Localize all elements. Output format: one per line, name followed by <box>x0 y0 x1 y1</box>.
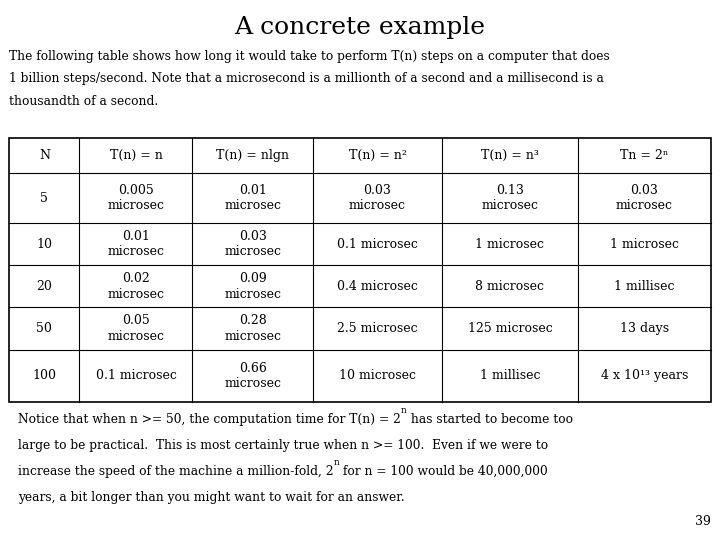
Text: for n = 100 would be 40,000,000: for n = 100 would be 40,000,000 <box>339 465 548 478</box>
Text: 1 millisec: 1 millisec <box>480 369 540 382</box>
Text: T(n) = n³: T(n) = n³ <box>481 149 539 162</box>
Text: 0.66
microsec: 0.66 microsec <box>225 362 282 390</box>
Text: 0.02
microsec: 0.02 microsec <box>107 272 164 301</box>
Text: A concrete example: A concrete example <box>235 16 485 39</box>
Text: 125 microsec: 125 microsec <box>467 322 552 335</box>
Text: 100: 100 <box>32 369 56 382</box>
Text: 1 billion steps/second. Note that a microsecond is a millionth of a second and a: 1 billion steps/second. Note that a micr… <box>9 72 604 85</box>
Text: 0.28
microsec: 0.28 microsec <box>225 314 282 343</box>
Text: 13 days: 13 days <box>620 322 669 335</box>
Text: 0.01
microsec: 0.01 microsec <box>107 230 164 259</box>
Text: 10 microsec: 10 microsec <box>339 369 416 382</box>
Text: 0.03
microsec: 0.03 microsec <box>616 184 673 212</box>
Text: 1 millisec: 1 millisec <box>614 280 675 293</box>
Text: 0.05
microsec: 0.05 microsec <box>107 314 164 343</box>
Text: 0.01
microsec: 0.01 microsec <box>225 184 282 212</box>
Text: n: n <box>333 458 339 467</box>
Text: N: N <box>39 149 50 162</box>
Text: 1 microsec: 1 microsec <box>610 238 679 251</box>
Text: T(n) = nlgn: T(n) = nlgn <box>216 149 289 162</box>
Text: 0.1 microsec: 0.1 microsec <box>337 238 418 251</box>
Text: has started to become too: has started to become too <box>407 413 572 426</box>
Text: 0.13
microsec: 0.13 microsec <box>482 184 539 212</box>
Text: large to be practical.  This is most certainly true when n >= 100.  Even if we w: large to be practical. This is most cert… <box>18 439 548 452</box>
Text: 1 microsec: 1 microsec <box>475 238 544 251</box>
Text: thousandth of a second.: thousandth of a second. <box>9 95 158 108</box>
Text: 4 x 10¹³ years: 4 x 10¹³ years <box>600 369 688 382</box>
Text: 39: 39 <box>695 515 711 528</box>
Text: 8 microsec: 8 microsec <box>475 280 544 293</box>
Text: The following table shows how long it would take to perform T(n) steps on a comp: The following table shows how long it wo… <box>9 50 610 63</box>
Text: 0.4 microsec: 0.4 microsec <box>337 280 418 293</box>
Text: 10: 10 <box>37 238 53 251</box>
Text: increase the speed of the machine a million-fold, 2: increase the speed of the machine a mill… <box>18 465 333 478</box>
Text: 20: 20 <box>37 280 53 293</box>
Text: years, a bit longer than you might want to wait for an answer.: years, a bit longer than you might want … <box>18 491 405 504</box>
Text: 2.5 microsec: 2.5 microsec <box>337 322 418 335</box>
Text: 0.005
microsec: 0.005 microsec <box>107 184 164 212</box>
Text: 5: 5 <box>40 192 48 205</box>
Text: 50: 50 <box>37 322 53 335</box>
Text: Tn = 2ⁿ: Tn = 2ⁿ <box>620 149 669 162</box>
Text: 0.03
microsec: 0.03 microsec <box>225 230 282 259</box>
Text: n: n <box>401 406 407 415</box>
Text: 0.03
microsec: 0.03 microsec <box>349 184 406 212</box>
Text: Notice that when n >= 50, the computation time for T(n) = 2: Notice that when n >= 50, the computatio… <box>18 413 401 426</box>
Text: 0.1 microsec: 0.1 microsec <box>96 369 176 382</box>
Text: T(n) = n: T(n) = n <box>109 149 163 162</box>
Text: 0.09
microsec: 0.09 microsec <box>225 272 282 301</box>
Text: T(n) = n²: T(n) = n² <box>348 149 407 162</box>
